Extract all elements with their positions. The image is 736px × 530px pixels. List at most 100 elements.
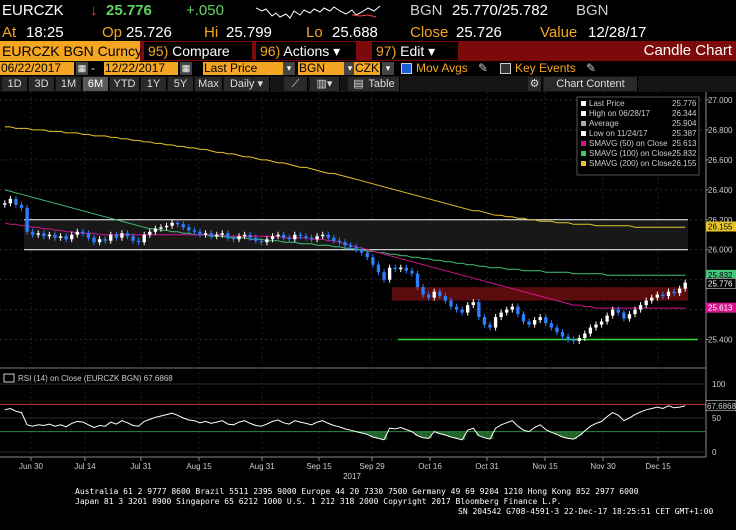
candle-body bbox=[650, 297, 654, 301]
start-date-field[interactable]: 06/22/2017 bbox=[0, 62, 74, 75]
candle-body bbox=[577, 338, 581, 342]
rsi-oversold-fill bbox=[559, 431, 566, 438]
dropdown-icon[interactable]: ▾ bbox=[344, 62, 356, 75]
pencil-icon[interactable]: ✎ bbox=[478, 61, 489, 75]
candle-body bbox=[466, 305, 470, 313]
x-tick-label: Jun 30 bbox=[19, 462, 44, 471]
edit-button[interactable]: 97) Edit ▾ bbox=[372, 42, 458, 60]
y-tick-label: 26.400 bbox=[708, 186, 733, 195]
key-events-checkbox[interactable] bbox=[500, 63, 511, 74]
legend-swatch bbox=[581, 111, 586, 116]
candle-body bbox=[164, 225, 169, 228]
chart-content-button[interactable]: Chart Content bbox=[544, 77, 638, 91]
rsi-oversold-fill bbox=[358, 431, 366, 433]
candle-body bbox=[31, 231, 35, 235]
candle bbox=[153, 225, 158, 235]
candle-body bbox=[36, 233, 40, 235]
candle-body bbox=[560, 332, 565, 337]
sma200-tag bbox=[706, 221, 736, 232]
currency-field[interactable]: CZK bbox=[354, 61, 380, 75]
x-year-label: 2017 bbox=[343, 472, 361, 481]
candle bbox=[242, 231, 247, 240]
legend-swatch bbox=[581, 131, 586, 136]
calendar-icon[interactable]: ▦ bbox=[76, 62, 88, 75]
pricing-source-field[interactable]: BGN bbox=[298, 62, 344, 75]
candle bbox=[215, 231, 219, 240]
candle-body bbox=[443, 296, 448, 301]
candle bbox=[454, 303, 459, 313]
end-date-field[interactable]: 12/22/2017 bbox=[104, 62, 178, 75]
range-1d-button[interactable]: 1D bbox=[2, 77, 28, 91]
down-arrow-icon: ↓ bbox=[90, 2, 98, 19]
candle bbox=[281, 231, 286, 241]
candle bbox=[661, 291, 665, 300]
range-3d-button[interactable]: 3D bbox=[29, 77, 55, 91]
periodicity-dropdown[interactable]: Daily ▾ bbox=[224, 77, 270, 91]
range-5y-button[interactable]: 5Y bbox=[168, 77, 194, 91]
candle-body bbox=[120, 233, 124, 238]
pencil-icon[interactable]: ✎ bbox=[586, 61, 597, 75]
mov-avgs-checkbox[interactable] bbox=[401, 63, 412, 74]
gear-icon[interactable]: ⚙ bbox=[528, 77, 542, 91]
rsi-oversold-fill bbox=[453, 431, 460, 439]
candle bbox=[611, 306, 615, 319]
quote-header: EURCZK ↓ 25.776 +.050 BGN 25.770/25.782 … bbox=[0, 0, 736, 22]
line-chart-icon[interactable]: ⟋ bbox=[284, 77, 308, 91]
candle-body bbox=[454, 306, 459, 310]
legend-swatch bbox=[581, 101, 586, 106]
candle-body bbox=[3, 203, 7, 205]
candle-body bbox=[633, 309, 637, 315]
candle-body bbox=[555, 327, 559, 333]
candle bbox=[287, 234, 291, 243]
candle-body bbox=[594, 324, 598, 328]
range-1m-button[interactable]: 1M bbox=[56, 77, 82, 91]
range-6m-button[interactable]: 6M bbox=[83, 77, 109, 91]
candle-body bbox=[53, 234, 57, 238]
x-tick-label: Sep 15 bbox=[306, 462, 332, 471]
candle bbox=[365, 249, 369, 261]
rsi-label: RSI (14) on Close (EURCZK BGN) 67.6868 bbox=[18, 374, 173, 383]
candle bbox=[549, 320, 554, 331]
rsi-oversold-fill bbox=[364, 431, 371, 435]
range-max-button[interactable]: Max bbox=[195, 77, 223, 91]
candle bbox=[644, 297, 648, 309]
candle bbox=[248, 231, 252, 241]
candle bbox=[404, 264, 409, 274]
candle-body bbox=[136, 240, 141, 243]
parameter-bar: 06/22/2017 ▦ - 12/22/2017 ▦ Last Price ▾… bbox=[0, 61, 597, 75]
candle bbox=[371, 254, 375, 268]
candle-body bbox=[588, 327, 593, 334]
candle-body bbox=[571, 339, 576, 342]
candle bbox=[14, 195, 18, 208]
legend-item-label: High on 06/28/17 bbox=[589, 109, 650, 118]
candle-chart[interactable]: 27.000 26.800 26.600 26.400 26.200 26.000 25.8… bbox=[0, 92, 736, 485]
rsi-oversold-fill bbox=[487, 431, 494, 440]
sma100-tag-label: 25.832 bbox=[708, 271, 733, 280]
candle-body bbox=[638, 305, 643, 310]
range-1y-button[interactable]: 1Y bbox=[141, 77, 167, 91]
high-label: Hi bbox=[204, 24, 219, 41]
actions-button[interactable]: 96) Actions ▾ bbox=[256, 42, 356, 60]
candle bbox=[276, 231, 280, 240]
candle-body bbox=[527, 321, 531, 325]
candle-body bbox=[321, 234, 325, 237]
candle bbox=[53, 231, 57, 241]
field-selector[interactable]: Last Price bbox=[203, 62, 283, 75]
dropdown-icon[interactable]: ▾ bbox=[283, 62, 295, 75]
candle bbox=[270, 233, 275, 243]
candle bbox=[198, 228, 202, 238]
close-label: Close bbox=[410, 24, 449, 41]
high-value: 25.799 bbox=[226, 24, 272, 41]
y-tick-label: 26.200 bbox=[708, 216, 733, 225]
dropdown-icon[interactable]: ▾ bbox=[382, 62, 394, 75]
candle-style-icon[interactable]: ▥▾ bbox=[310, 77, 340, 91]
compare-button[interactable]: 95) Compare bbox=[144, 42, 252, 60]
calendar-icon[interactable]: ▦ bbox=[180, 62, 192, 75]
sma100-tag bbox=[706, 269, 736, 280]
security-field[interactable]: EURCZK BGN Curncy bbox=[0, 41, 143, 61]
sma50-tag bbox=[706, 302, 736, 313]
candle-body bbox=[627, 314, 632, 319]
table-button[interactable]: Table bbox=[364, 77, 400, 91]
legend-swatch bbox=[581, 141, 586, 146]
range-ytd-button[interactable]: YTD bbox=[110, 77, 140, 91]
